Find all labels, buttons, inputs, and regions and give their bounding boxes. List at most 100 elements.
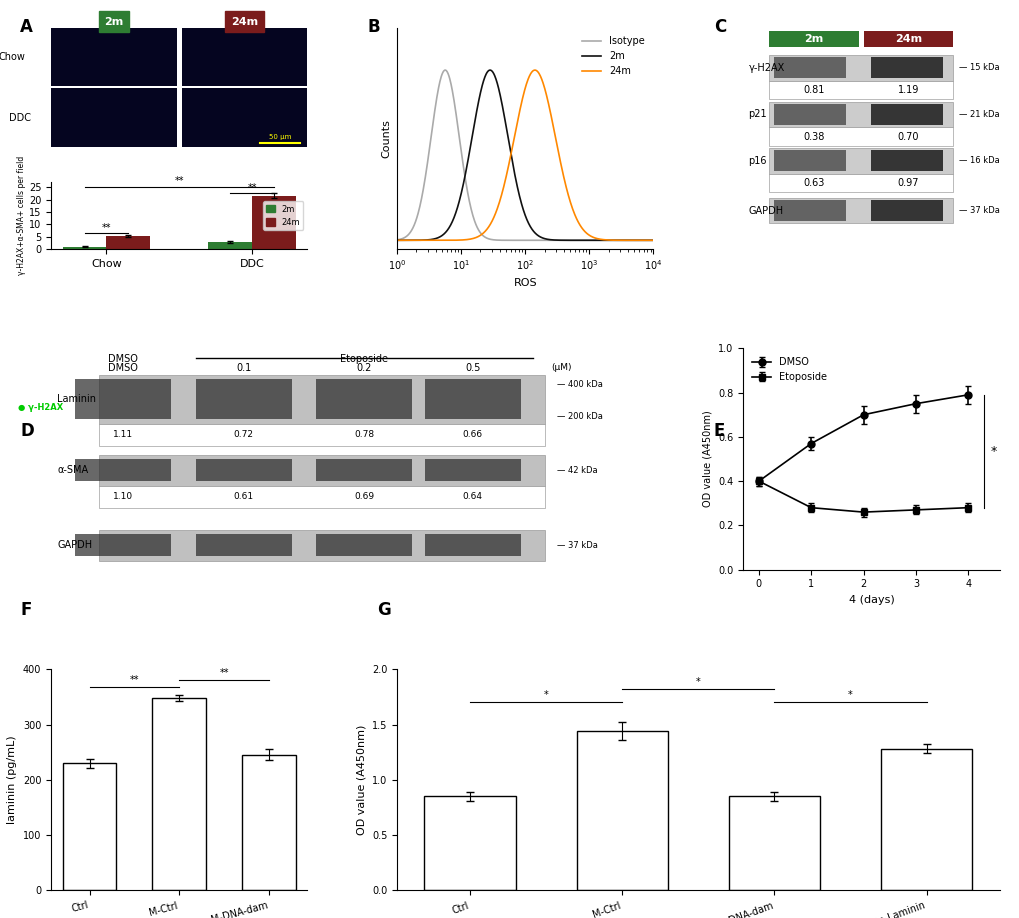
Title: 24m: 24m	[230, 17, 258, 27]
Text: Laminin: Laminin	[57, 394, 96, 404]
Text: E: E	[713, 422, 725, 440]
Bar	[773, 151, 845, 172]
Y-axis label: Chow: Chow	[0, 51, 25, 62]
Bar	[75, 379, 171, 420]
Bar	[99, 530, 544, 561]
Text: 0.78: 0.78	[354, 431, 374, 439]
Bar	[62, 763, 116, 890]
Bar	[196, 459, 291, 481]
Text: — 37 kDa: — 37 kDa	[556, 541, 597, 550]
Bar	[768, 31, 858, 48]
Bar	[880, 749, 971, 890]
Text: C: C	[713, 18, 726, 36]
Bar	[768, 102, 953, 127]
Text: 24m: 24m	[894, 34, 921, 44]
Y-axis label: laminin (pg/mL): laminin (pg/mL)	[7, 735, 17, 824]
Text: Etoposide: Etoposide	[340, 354, 388, 364]
Bar	[768, 148, 953, 174]
Text: — 42 kDa: — 42 kDa	[556, 465, 597, 475]
Text: ● DAPI: ● DAPI	[200, 403, 232, 412]
Bar	[62, 247, 106, 249]
Bar	[75, 459, 171, 481]
Bar	[99, 423, 544, 446]
Text: 1.19: 1.19	[897, 85, 918, 95]
Text: *: *	[847, 690, 852, 700]
Text: *: *	[989, 444, 996, 458]
Text: 0.5: 0.5	[465, 363, 480, 373]
Text: 0.64: 0.64	[463, 492, 482, 501]
Text: 0.63: 0.63	[802, 178, 823, 188]
Text: 0.81: 0.81	[802, 85, 823, 95]
Text: — 16 kDa: — 16 kDa	[958, 156, 999, 165]
Text: 0.70: 0.70	[897, 131, 918, 141]
Bar	[870, 58, 943, 78]
Y-axis label: OD value (A450nm): OD value (A450nm)	[356, 724, 366, 835]
Text: 0.69: 0.69	[354, 492, 374, 501]
Text: — 37 kDa: — 37 kDa	[958, 207, 999, 215]
Text: 50 μm: 50 μm	[268, 134, 290, 140]
Text: 1.11: 1.11	[113, 431, 133, 439]
Bar	[870, 104, 943, 125]
Text: D: D	[20, 422, 34, 440]
Text: DMSO: DMSO	[108, 363, 139, 373]
Text: ● γ-H2AX: ● γ-H2AX	[18, 403, 63, 412]
Text: — 400 kDa: — 400 kDa	[556, 380, 602, 389]
Text: **: **	[129, 675, 139, 685]
Bar	[99, 375, 544, 423]
Text: — 200 kDa: — 200 kDa	[556, 412, 602, 421]
Text: ● α-SMA: ● α-SMA	[109, 403, 149, 412]
Text: 0.38: 0.38	[802, 131, 823, 141]
Bar	[773, 104, 845, 125]
Text: 0.61: 0.61	[233, 492, 254, 501]
Bar	[768, 127, 953, 146]
Bar	[316, 534, 412, 556]
Text: **: **	[247, 183, 257, 193]
Text: *: *	[543, 690, 548, 700]
Legend: DMSO, Etoposide: DMSO, Etoposide	[747, 353, 830, 386]
Text: GAPDH: GAPDH	[748, 206, 783, 216]
Y-axis label: OD value (A450nm): OD value (A450nm)	[702, 410, 712, 508]
Bar	[424, 797, 516, 890]
Bar	[242, 755, 296, 890]
Y-axis label: Counts: Counts	[381, 118, 391, 158]
Bar	[196, 534, 291, 556]
Bar	[99, 486, 544, 508]
Bar	[768, 55, 953, 81]
Text: GAPDH: GAPDH	[57, 541, 92, 550]
Bar	[316, 379, 412, 420]
Bar	[99, 454, 544, 486]
Text: A: A	[20, 18, 34, 36]
X-axis label: ROS: ROS	[513, 278, 537, 288]
Text: 1.10: 1.10	[113, 492, 133, 501]
Bar	[196, 379, 291, 420]
Bar	[152, 698, 206, 890]
Text: γ-H2AX: γ-H2AX	[748, 63, 784, 73]
Bar	[728, 797, 819, 890]
Bar	[106, 236, 150, 249]
Bar	[773, 200, 845, 221]
Text: **: **	[174, 176, 183, 186]
Bar	[316, 459, 412, 481]
Legend: Isotype, 2m, 24m: Isotype, 2m, 24m	[578, 32, 648, 80]
Text: 0.66: 0.66	[463, 431, 482, 439]
Text: p21: p21	[748, 109, 766, 119]
Text: α-SMA: α-SMA	[57, 465, 88, 475]
Text: *: *	[695, 677, 700, 687]
Text: 2m: 2m	[803, 34, 822, 44]
Bar	[252, 196, 296, 249]
Y-axis label: DDC: DDC	[9, 113, 32, 123]
Legend: 2m, 24m: 2m, 24m	[263, 201, 303, 230]
Bar	[768, 81, 953, 99]
Text: p16: p16	[748, 156, 766, 166]
Bar	[424, 459, 521, 481]
Text: — 15 kDa: — 15 kDa	[958, 63, 999, 73]
Title: 2m: 2m	[104, 17, 123, 27]
Text: G: G	[377, 601, 390, 619]
Text: **: **	[102, 223, 111, 233]
Text: 0.2: 0.2	[357, 363, 372, 373]
Bar	[576, 731, 667, 890]
Bar	[208, 242, 252, 249]
Text: — 21 kDa: — 21 kDa	[958, 110, 999, 119]
Bar	[863, 31, 953, 48]
Bar	[424, 379, 521, 420]
